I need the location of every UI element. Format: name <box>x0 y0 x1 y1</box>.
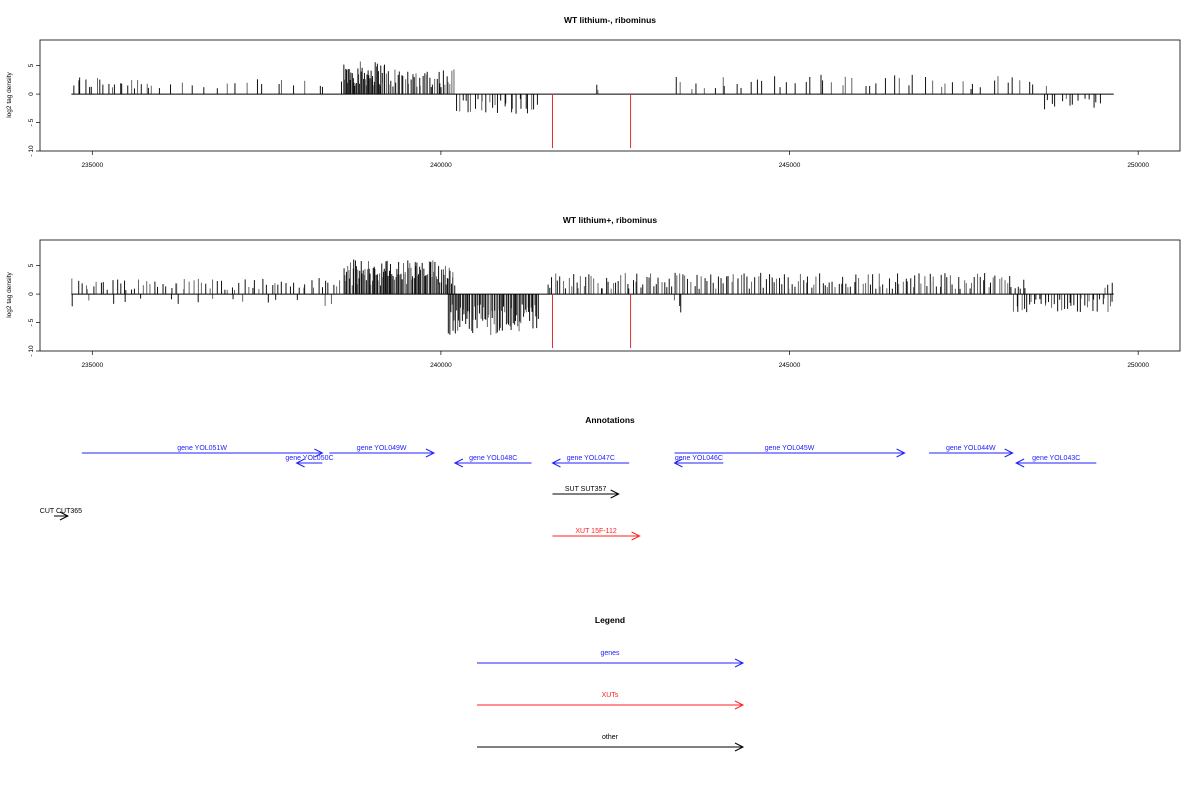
arrowhead-icon <box>314 448 324 458</box>
y-tick-label: - 5 <box>28 118 35 126</box>
x-tick-label: 250000 <box>1127 362 1149 369</box>
legend-label: genes <box>600 650 620 657</box>
feature-label: gene YOL047C <box>567 455 615 462</box>
feature-label: gene YOL048C <box>469 455 517 462</box>
feature-label: gene YOL046C <box>675 455 723 462</box>
arrowhead-icon <box>59 511 70 521</box>
annotation-feature: CUT CUT365 <box>40 508 82 521</box>
arrowhead-icon <box>295 458 305 468</box>
feature-label: gene YOL044W <box>946 445 996 452</box>
annotation-feature: SUT SUT357 <box>552 486 620 499</box>
annotation-feature: gene YOL046C <box>673 455 724 468</box>
y-tick-label: 0 <box>28 92 35 96</box>
legend-item: genes <box>477 650 745 668</box>
y-tick-label: 0 <box>28 292 35 296</box>
arrowhead-icon <box>551 458 561 468</box>
feature-label: SUT SUT357 <box>565 486 607 493</box>
panel-lithium-plus: WT lithium+, ribominus log2 tag density … <box>6 215 1181 369</box>
y-tick-label: - 10 <box>28 145 35 157</box>
plot-frame <box>39 39 1181 152</box>
x-axis-ticks: 235000 240000 245000 250000 <box>81 351 1149 369</box>
arrowhead-icon <box>1004 448 1014 458</box>
arrowhead-icon <box>734 700 745 710</box>
x-tick-label: 240000 <box>430 162 452 169</box>
annotation-feature: XUT 15F-112 <box>552 528 641 541</box>
y-axis-ticks: - 10 - 5 0 5 <box>28 263 40 357</box>
legend-label: other <box>602 734 619 741</box>
annotation-features: gene YOL051W gene YOL050C gene YOL049W gene… <box>40 445 1097 541</box>
y-tick-label: - 5 <box>28 318 35 326</box>
x-tick-label: 250000 <box>1127 162 1149 169</box>
y-axis-ticks: - 10 - 5 0 5 <box>28 63 40 157</box>
y-tick-label: 5 <box>28 63 35 67</box>
bars-group <box>71 259 1114 349</box>
annotation-feature: gene YOL045W <box>674 445 906 458</box>
feature-label: gene YOL049W <box>357 445 407 452</box>
x-axis-ticks: 235000 240000 245000 250000 <box>81 151 1149 169</box>
panel-lithium-minus: WT lithium-, ribominus log2 tag density … <box>6 15 1181 169</box>
feature-label: CUT CUT365 <box>40 508 82 515</box>
y-axis-label: log2 tag density <box>6 271 13 317</box>
legend: Legend genes XUTs other <box>477 615 745 752</box>
arrowhead-icon <box>453 458 464 468</box>
y-tick-label: 5 <box>28 263 35 267</box>
legend-item: other <box>477 734 745 752</box>
arrowhead-icon <box>673 458 683 468</box>
annotations-title: Annotations <box>585 415 635 425</box>
arrowhead-icon <box>734 742 745 752</box>
x-tick-label: 240000 <box>430 362 452 369</box>
panel-title: WT lithium-, ribominus <box>564 15 656 25</box>
panel-title: WT lithium+, ribominus <box>563 215 657 225</box>
arrowhead-icon <box>631 531 641 541</box>
feature-label: gene YOL045W <box>765 445 815 452</box>
arrowhead-icon <box>425 448 436 458</box>
feature-label: gene YOL043C <box>1032 455 1080 462</box>
annotation-feature: gene YOL050C <box>285 455 334 468</box>
plot-frame <box>39 239 1181 352</box>
legend-items: genes XUTs other <box>477 650 745 752</box>
bars-group <box>71 61 1114 149</box>
legend-title: Legend <box>595 615 625 625</box>
feature-label: XUT 15F-112 <box>575 528 616 535</box>
feature-label: gene YOL050C <box>285 455 333 462</box>
y-axis-label: log2 tag density <box>6 71 13 117</box>
legend-item: XUTs <box>477 692 745 710</box>
x-tick-label: 245000 <box>779 362 801 369</box>
x-tick-label: 235000 <box>81 362 103 369</box>
annotation-feature: gene YOL047C <box>551 455 630 468</box>
annotation-feature: gene YOL049W <box>329 445 436 458</box>
annotation-feature: gene YOL044W <box>928 445 1014 458</box>
annotation-feature: gene YOL048C <box>453 455 532 468</box>
arrowhead-icon <box>896 448 906 458</box>
legend-label: XUTs <box>602 692 619 699</box>
feature-label: gene YOL051W <box>177 445 227 452</box>
arrowhead-icon <box>734 658 745 668</box>
x-tick-label: 235000 <box>81 162 103 169</box>
annotation-feature: gene YOL051W <box>81 445 324 458</box>
x-tick-label: 245000 <box>779 162 801 169</box>
arrowhead-icon <box>1015 458 1025 468</box>
y-tick-label: - 10 <box>28 345 35 357</box>
arrowhead-icon <box>610 489 620 499</box>
annotation-feature: gene YOL043C <box>1015 455 1097 468</box>
